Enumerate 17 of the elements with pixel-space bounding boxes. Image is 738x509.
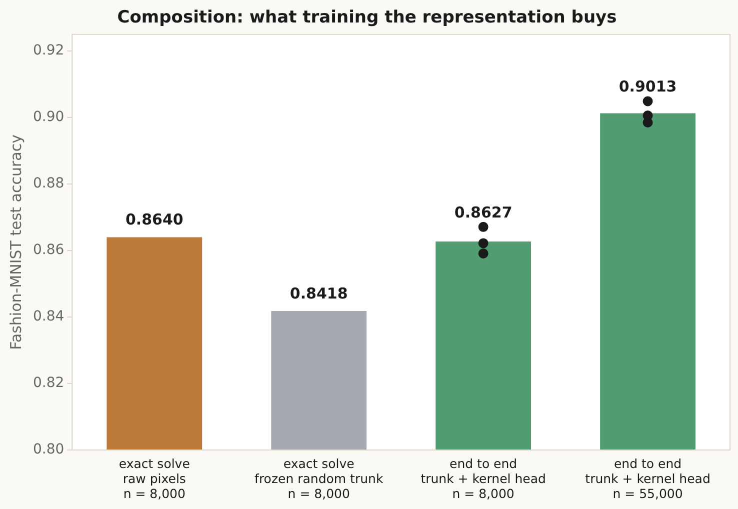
y-tick-label: 0.86 [33,242,64,258]
x-tick-label: exact solve frozen random trunk n = 8,000 [254,456,384,501]
y-tick-label: 0.80 [33,442,64,458]
data-label: 0.8627 [454,203,512,222]
data-label: 0.8418 [290,284,348,302]
y-tick-label: 0.88 [33,176,64,192]
y-axis-title: Fashion-MNIST test accuracy [6,134,25,350]
y-tick-label: 0.84 [33,308,64,325]
data-label: 0.9013 [618,78,677,96]
data-label: 0.8640 [125,210,184,229]
y-tick-label: 0.90 [33,109,64,126]
chart-title: Composition: what training the representation buys [117,8,617,28]
y-tick-label: 0.82 [33,375,64,392]
x-tick-label: exact solve raw pixels n = 8,000 [118,456,190,501]
x-tick-label: end to end trunk + kernel head n = 8,000 [420,456,546,501]
x-tick-label: end to end trunk + kernel head n = 55,000 [585,456,710,501]
y-tick-label: 0.92 [33,42,64,59]
